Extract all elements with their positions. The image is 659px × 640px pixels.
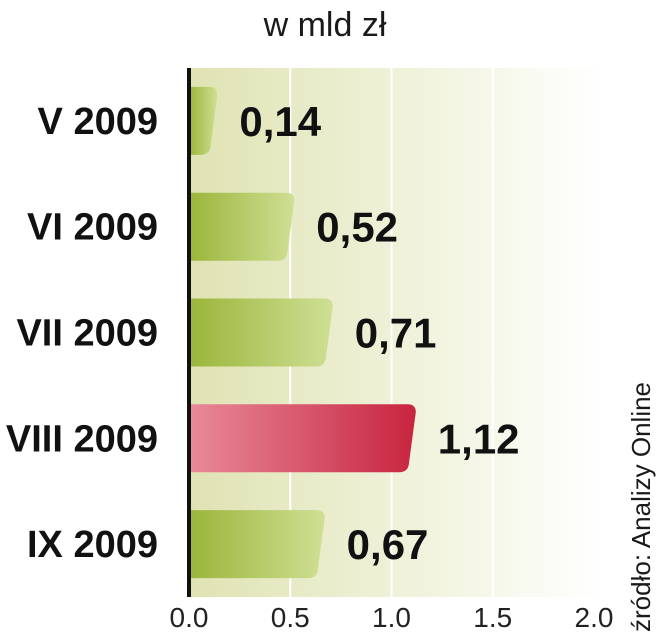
x-tick-labels: 0.0 0.5 1.0 1.5 2.0 — [170, 602, 614, 633]
category-label: VIII 2009 — [6, 418, 158, 460]
source-note: źródło: Analizy Online — [626, 382, 656, 632]
bar-highlighted — [189, 404, 416, 473]
value-label: 0,67 — [347, 521, 429, 568]
value-label: 0,52 — [316, 204, 398, 251]
x-tick-label: 1.0 — [372, 602, 411, 633]
category-labels: V 2009 VI 2009 VII 2009 VIII 2009 IX 2009 — [6, 101, 158, 566]
value-label: 0,14 — [239, 98, 321, 145]
value-label: 1,12 — [438, 415, 520, 462]
value-label: 0,71 — [355, 310, 437, 357]
bar — [189, 298, 333, 367]
bars — [189, 86, 416, 579]
category-label: VI 2009 — [27, 207, 158, 249]
x-tick-label: 0.0 — [170, 602, 209, 633]
category-label: V 2009 — [38, 101, 158, 143]
x-tick-label: 1.5 — [473, 602, 512, 633]
bar — [189, 192, 295, 261]
x-tick-label: 2.0 — [575, 602, 614, 633]
bar — [189, 86, 218, 155]
value-labels: 0,14 0,52 0,71 1,12 0,67 — [239, 98, 519, 568]
gridlines — [289, 68, 595, 597]
bar — [189, 510, 325, 579]
category-label: IX 2009 — [27, 524, 158, 566]
chart-subtitle: w mld zł — [263, 6, 387, 44]
x-tick-label: 0.5 — [271, 602, 310, 633]
category-label: VII 2009 — [16, 313, 158, 355]
